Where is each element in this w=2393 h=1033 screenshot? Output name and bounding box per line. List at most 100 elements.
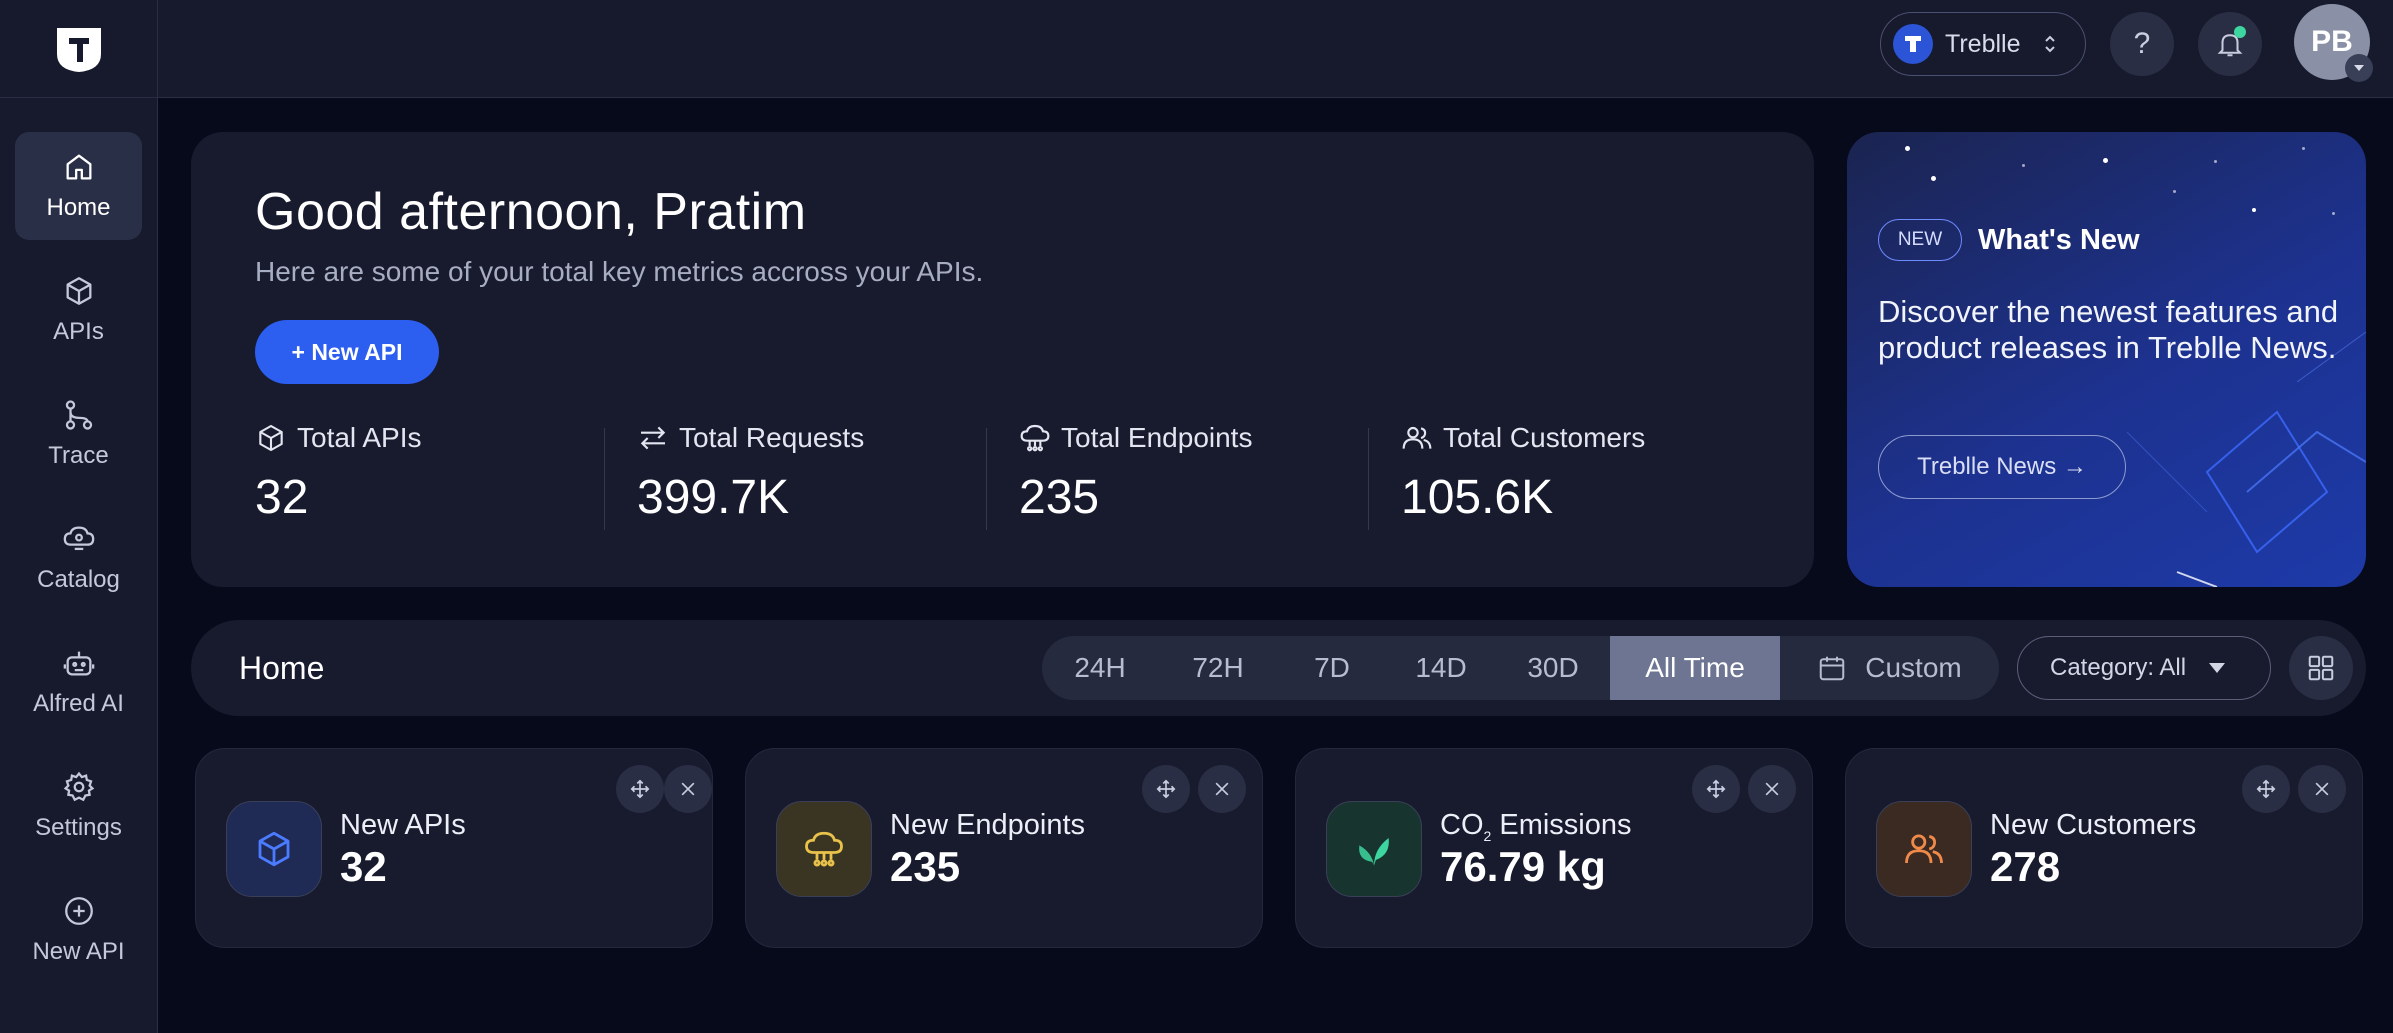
page-title: Good afternoon, Pratim [255,183,807,241]
sidebar-item-catalog[interactable]: Catalog [15,504,142,612]
star-decoration [2103,158,2108,163]
divider [1368,428,1369,530]
arrows-icon [640,426,666,450]
sidebar-item-alfred-ai[interactable]: Alfred AI [15,628,142,736]
bell-icon [2217,34,2243,57]
range-30d[interactable]: 30D [1527,652,1579,683]
range-24h[interactable]: 24H [1074,652,1126,683]
treblle-news-button[interactable]: Treblle News → [1878,435,2126,499]
close-icon [1765,782,1779,796]
remove-widget-button[interactable] [664,765,712,813]
star-decoration [2252,208,2256,212]
logo[interactable] [0,0,157,98]
metric-value: 399.7K [637,471,790,524]
remove-widget-button[interactable] [2298,765,2346,813]
users-icon [1905,834,1943,864]
range-custom[interactable]: Custom [1780,636,1999,700]
gear-icon [63,771,94,802]
remove-widget-button[interactable] [1748,765,1796,813]
star-decoration [2302,147,2305,150]
move-widget-button[interactable] [1692,765,1740,813]
sidebar-item-home[interactable]: Home [15,132,142,240]
cube-icon [259,424,283,452]
notification-dot-icon [2234,26,2246,38]
divider [986,428,987,530]
sidebar-item-settings[interactable]: Settings [15,752,142,860]
new-badge: NEW [1878,219,1962,261]
help-button[interactable]: ? [2110,12,2174,76]
workspace-logo-icon [1893,24,1933,64]
robot-icon [63,651,94,676]
new-api-button[interactable]: + New API [255,320,439,384]
card-label: New Customers [1990,809,2197,841]
card-value: 76.79 kg [1440,843,1606,890]
card-icon-box [226,801,322,897]
sidebar-item-label: Catalog [37,566,120,593]
remove-widget-button[interactable] [1198,765,1246,813]
cube-icon [258,831,290,867]
category-dropdown[interactable]: Category: All [2017,636,2271,700]
calendar-icon [1820,656,1845,681]
move-icon [1706,779,1726,799]
trace-icon [65,400,92,430]
card-label: New Endpoints [890,809,1086,841]
plus-circle-icon [64,897,93,925]
divider [604,428,605,530]
cube-icon [66,277,91,305]
help-icon: ? [2133,27,2151,60]
workspace-name: Treblle [1945,29,2021,58]
home-icon [66,154,91,180]
sidebar-item-label: Trace [48,442,109,469]
sidebar-item-label: Settings [35,814,122,841]
category-dropdown-label: Category: All [2050,654,2187,681]
range-all-time[interactable]: All Time [1610,636,1780,700]
metric-label: Total Customers [1443,422,1646,453]
range-7d[interactable]: 7D [1314,652,1350,683]
grid-icon [2308,655,2334,681]
star-decoration [2173,190,2176,193]
sidebar-item-label: Alfred AI [33,690,124,717]
updown-chevron-icon [2044,35,2055,53]
metric-value: 105.6K [1401,471,1554,524]
move-icon [630,779,650,799]
welcome-panel: Good afternoon, Pratim Here are some of … [191,132,1814,587]
move-icon [2256,779,2276,799]
notifications-button[interactable] [2198,12,2262,76]
move-widget-button[interactable] [2242,765,2290,813]
star-decoration [2022,164,2025,167]
card-value: 235 [890,843,961,890]
card-label: CO2 Emissions [1440,809,1632,844]
card-label-prefix: CO [1440,809,1484,841]
metric-total-requests: Total Requests 399.7K [637,422,864,526]
widget-new-apis: New APIs 32 [195,748,713,948]
close-icon [2315,782,2329,796]
range-14d[interactable]: 14D [1415,652,1467,683]
cloud-icon [805,831,843,867]
sidebar-item-trace[interactable]: Trace [15,380,142,488]
star-decoration [2332,212,2335,215]
avatar-initials: PB [2311,25,2353,58]
move-widget-button[interactable] [616,765,664,813]
workspace-switcher[interactable]: Treblle [1880,12,2086,76]
card-label-suffix: Emissions [1491,809,1632,841]
metric-value: 32 [255,471,309,524]
sidebar-item-new-api[interactable]: New API [15,876,142,984]
card-icon-box [1326,801,1422,897]
whats-new-title: What's New [1978,224,2140,256]
card-value: 32 [340,843,387,890]
decorative-lines-graphic [2126,331,2366,587]
metric-label: Total Requests [679,422,865,453]
topbar: Treblle ? PB [158,0,2393,98]
section-title: Home [239,650,325,686]
sidebar-item-apis[interactable]: APIs [15,256,142,364]
catalog-icon [63,526,94,551]
metric-value: 235 [1019,471,1100,524]
avatar-menu-caret-icon[interactable] [2345,54,2373,82]
move-widget-button[interactable] [1142,765,1190,813]
range-72h[interactable]: 72H [1192,652,1244,683]
time-range-selector: 24H 72H 7D 14D 30D All Time Custom [1042,636,1999,700]
card-label-subscript: 2 [1483,827,1492,844]
move-icon [1156,779,1176,799]
sidebar-item-label: APIs [53,318,104,345]
layout-grid-button[interactable] [2289,636,2353,700]
